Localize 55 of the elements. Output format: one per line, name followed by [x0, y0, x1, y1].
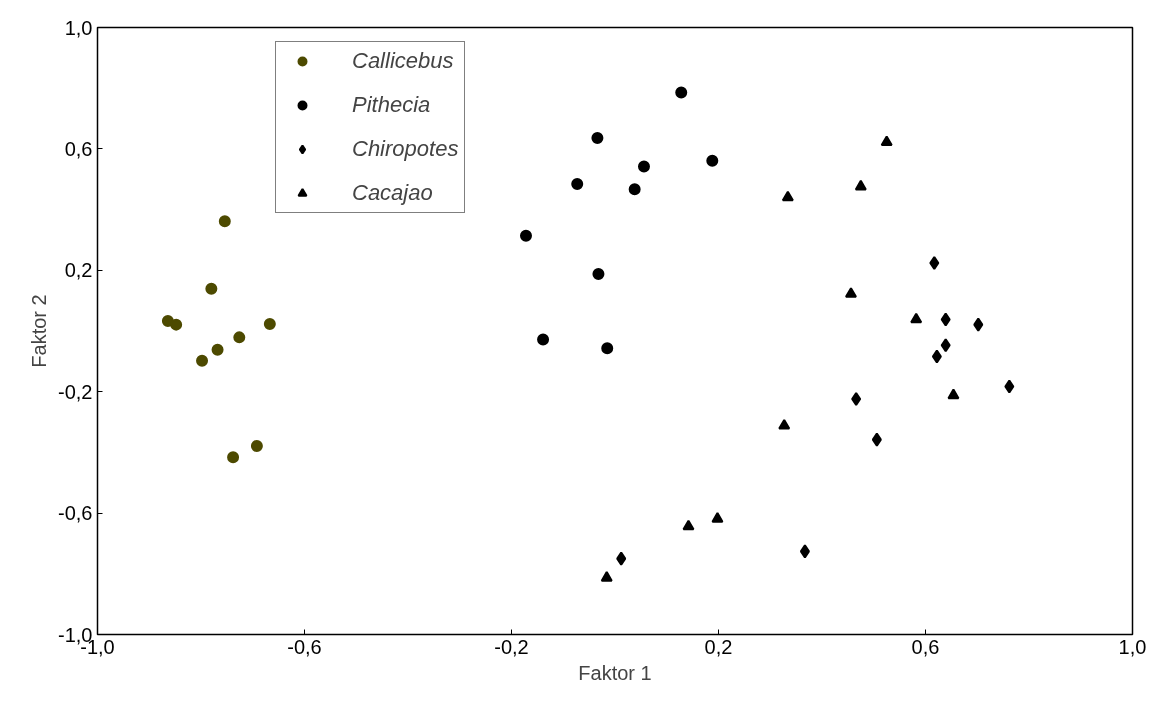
point: [592, 267, 605, 280]
point: [537, 333, 550, 346]
point: [711, 512, 724, 523]
point: [851, 391, 862, 406]
point: [196, 354, 209, 367]
point: [940, 312, 951, 327]
point: [1004, 379, 1015, 394]
y-tick-label: -0,6: [58, 502, 93, 525]
point: [601, 342, 614, 355]
point: [880, 135, 893, 147]
point: [778, 418, 791, 430]
point: [871, 432, 882, 447]
y-tick-label: 0,2: [64, 259, 93, 282]
x-axis-title: Faktor 1: [578, 661, 652, 684]
x-tick-label: -0,2: [494, 635, 529, 658]
y-tick-label: -0,2: [58, 380, 93, 403]
point: [600, 570, 613, 582]
point: [628, 183, 641, 196]
point: [637, 160, 650, 173]
y-tick-label: 1,0: [64, 16, 93, 39]
point: [682, 519, 695, 531]
point: [910, 312, 923, 324]
y-axis-title: Faktor 2: [28, 294, 51, 368]
point: [211, 343, 224, 356]
legend-label: Pithecia: [352, 92, 431, 118]
point: [170, 318, 183, 331]
y-tick-label: 0,6: [64, 137, 93, 160]
point: [233, 331, 246, 344]
legend-label: Callicebus: [352, 48, 454, 74]
point: [931, 349, 942, 364]
legend-label: Chiropotes: [352, 136, 459, 162]
point: [854, 179, 867, 191]
x-tick-label: -0,6: [287, 635, 322, 658]
point: [929, 256, 940, 271]
point: [844, 287, 857, 298]
x-tick-label: 1,0: [1118, 635, 1147, 658]
x-tick-label: 0,6: [911, 635, 940, 658]
point: [799, 544, 810, 559]
x-tick-label: 0,2: [704, 635, 733, 658]
point: [973, 317, 984, 332]
point: [616, 551, 627, 566]
point: [940, 338, 951, 353]
point: [675, 86, 688, 99]
point: [781, 190, 794, 202]
point: [519, 229, 532, 242]
point: [205, 282, 218, 295]
point: [947, 388, 960, 400]
point: [227, 451, 240, 464]
point: [571, 178, 584, 191]
point: [591, 131, 604, 144]
point: [218, 215, 231, 228]
point: [706, 154, 719, 167]
legend-label: Cacajao: [352, 180, 433, 206]
point: [263, 318, 276, 331]
point: [250, 440, 263, 453]
